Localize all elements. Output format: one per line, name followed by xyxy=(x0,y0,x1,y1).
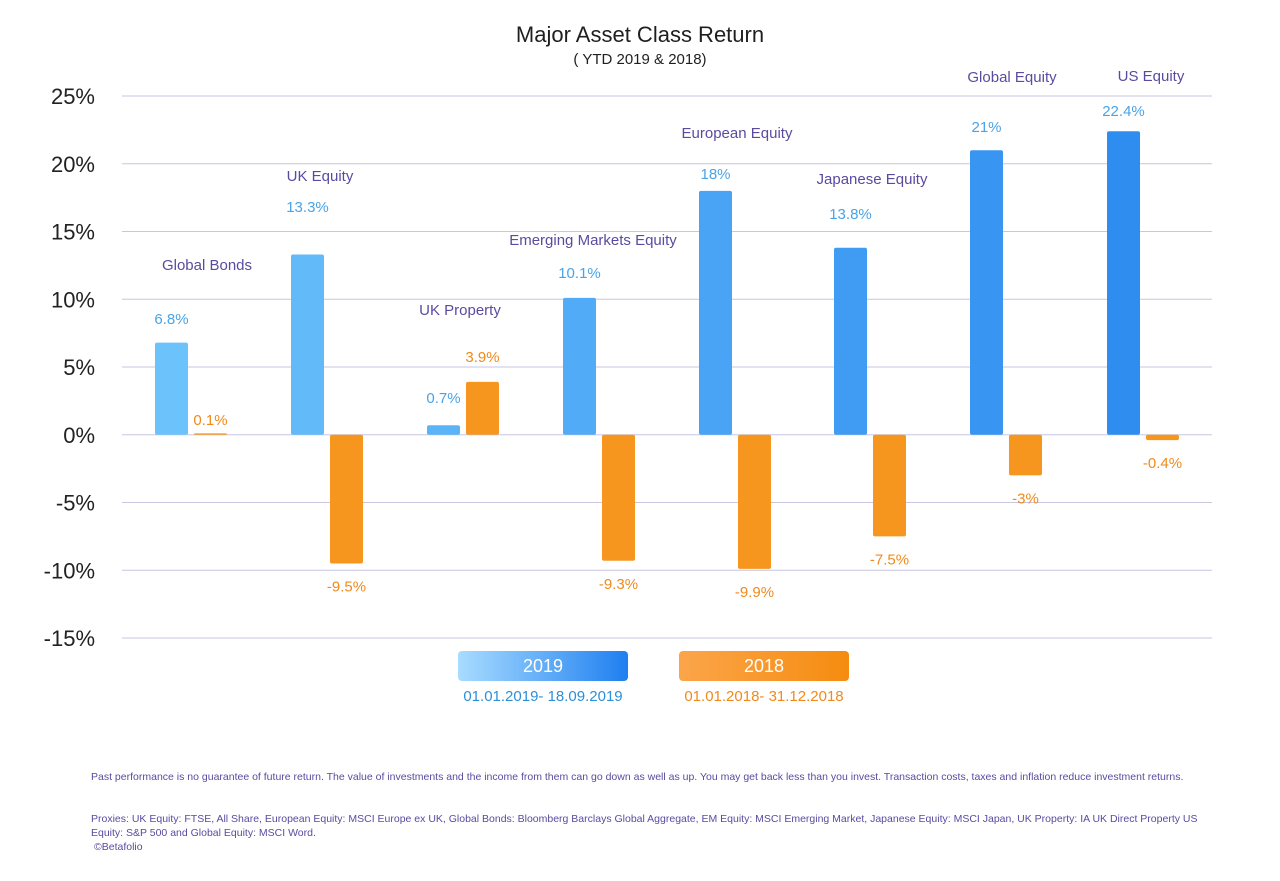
bars-layer xyxy=(155,131,1179,569)
chart-title: Major Asset Class Return xyxy=(516,22,764,47)
y-tick-label: 25% xyxy=(51,84,95,109)
value-label-2019: 13.3% xyxy=(286,199,329,216)
bar-2019 xyxy=(291,254,324,435)
labels-layer: 6.8% 13.3% 0.7% 10.1% 18% 13.8% 21% 22.4% 0.1% -9… xyxy=(154,68,1184,601)
bar-2018 xyxy=(1146,434,1179,441)
bar-2018 xyxy=(466,381,499,435)
value-label-2019: 18% xyxy=(700,166,730,183)
disclaimer-text: Past performance is no guarantee of futu… xyxy=(91,771,1184,783)
category-label: European Equity xyxy=(682,125,793,142)
value-label-2018: -7.5% xyxy=(870,551,909,568)
y-tick-label: 5% xyxy=(63,355,95,380)
category-label: US Equity xyxy=(1118,68,1185,85)
bar-2019 xyxy=(155,342,188,435)
value-label-2018: 0.1% xyxy=(193,412,227,429)
value-label-2019: 0.7% xyxy=(426,390,460,407)
value-label-2018: -3% xyxy=(1012,490,1039,507)
category-label: Global Bonds xyxy=(162,257,252,274)
y-tick-label: 10% xyxy=(51,287,95,312)
category-label: Emerging Markets Equity xyxy=(509,232,677,249)
value-label-2019: 21% xyxy=(971,119,1001,136)
value-label-2018: 3.9% xyxy=(465,349,499,366)
bar-2018 xyxy=(602,434,635,561)
bar-2018 xyxy=(1009,434,1042,476)
legend-2018-swatch: 2018 xyxy=(679,651,849,681)
value-label-2019: 10.1% xyxy=(558,265,601,282)
legend-2019-swatch: 2019 xyxy=(458,651,628,681)
bar-2019 xyxy=(427,425,460,435)
y-tick-label: -5% xyxy=(56,491,95,516)
y-tick-label: 15% xyxy=(51,220,95,245)
bar-2019 xyxy=(563,297,596,435)
copyright-text: ©Betafolio xyxy=(94,841,143,853)
bar-2019 xyxy=(699,190,732,435)
value-label-2019: 6.8% xyxy=(154,311,188,328)
grid-layer: 25% 20% 15% 10% 5% 0% -5% -10% -15% xyxy=(44,84,1212,651)
legend-2018-label: 2018 xyxy=(743,655,785,676)
bar-2018 xyxy=(330,434,363,564)
y-tick-label: 0% xyxy=(63,423,95,448)
y-tick-label: -10% xyxy=(44,558,95,583)
y-tick-label: -15% xyxy=(44,626,95,651)
category-label: Japanese Equity xyxy=(817,171,928,188)
bar-2019 xyxy=(970,150,1003,435)
value-label-2019: 22.4% xyxy=(1102,103,1145,120)
proxies-text: Proxies: UK Equity: FTSE, All Share, Eur… xyxy=(91,813,1198,839)
category-label: Global Equity xyxy=(967,69,1057,86)
bar-2019 xyxy=(1107,131,1140,435)
legend-2019-label: 2019 xyxy=(522,655,564,676)
legend-2019-range: 01.01.2019- 18.09.2019 xyxy=(463,688,623,705)
value-label-2018: -9.5% xyxy=(327,578,366,595)
bar-2018 xyxy=(194,433,227,435)
bar-2018 xyxy=(738,434,771,569)
value-label-2018: -9.9% xyxy=(735,584,774,601)
y-tick-label: 20% xyxy=(51,152,95,177)
category-label: UK Equity xyxy=(287,168,354,185)
value-label-2018: -0.4% xyxy=(1143,455,1182,472)
bar-2018 xyxy=(873,434,906,537)
chart-subtitle: ( YTD 2019 & 2018) xyxy=(573,51,706,68)
value-label-2018: -9.3% xyxy=(599,576,638,593)
bar-2019 xyxy=(834,247,867,435)
value-label-2019: 13.8% xyxy=(829,206,872,223)
legend-2018-range: 01.01.2018- 31.12.2018 xyxy=(684,688,844,705)
category-label: UK Property xyxy=(419,302,501,319)
